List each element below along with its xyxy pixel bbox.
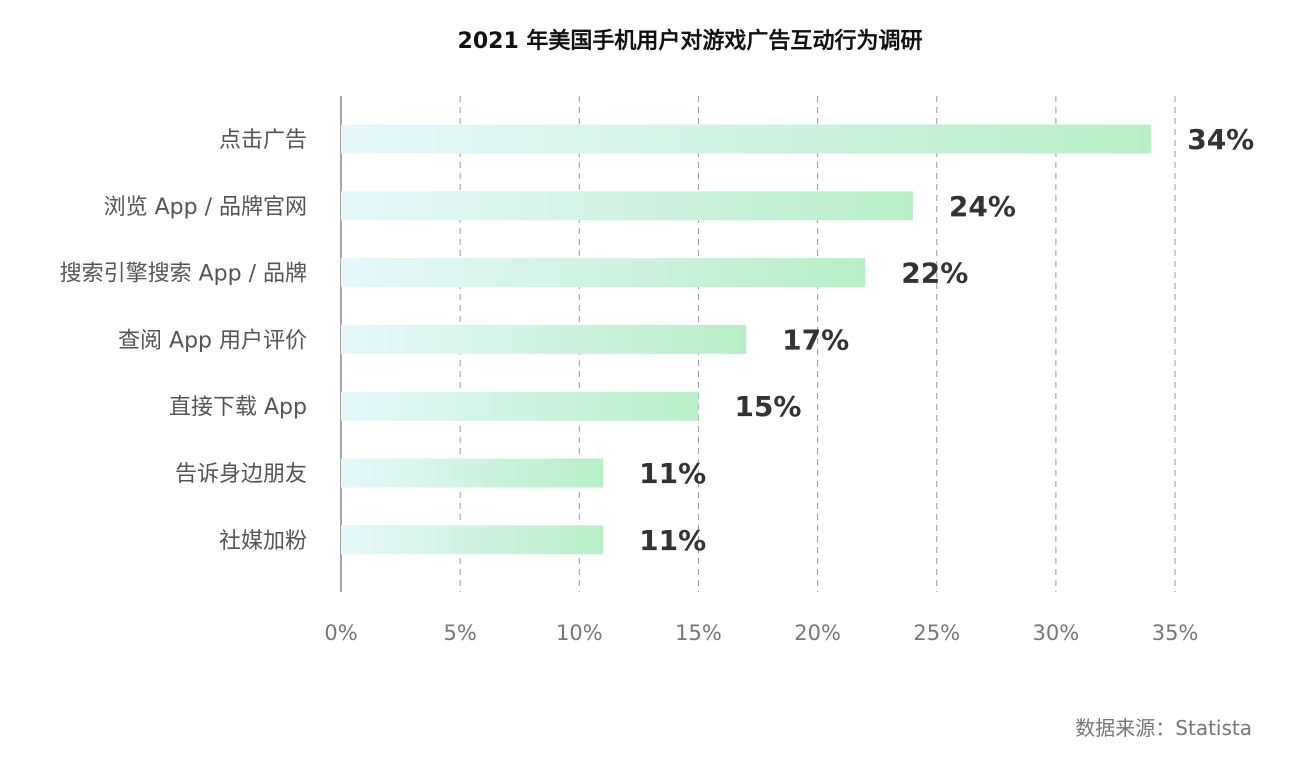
category-label: 直接下载 App [169, 395, 307, 420]
value-label: 15% [734, 390, 801, 423]
x-tick-label: 20% [794, 621, 841, 645]
category-label: 搜索引擎搜索 App / 品牌 [60, 262, 307, 287]
bar [341, 191, 913, 221]
value-label: 11% [639, 457, 706, 490]
bar [341, 525, 604, 555]
bar [341, 124, 1152, 154]
category-label: 告诉身边朋友 [175, 462, 307, 487]
bar [341, 391, 699, 421]
x-tick-label: 35% [1152, 621, 1199, 645]
x-tick-labels: 0% 5% 10% 15% 20% 25% 30% 35% [324, 621, 1198, 645]
x-tick-label: 15% [675, 621, 722, 645]
category-label: 浏览 App / 品牌官网 [104, 195, 307, 220]
bar [341, 324, 747, 354]
value-label: 24% [949, 190, 1016, 223]
x-tick-label: 0% [324, 621, 357, 645]
x-tick-label: 30% [1033, 621, 1080, 645]
value-label: 11% [639, 524, 706, 557]
category-label: 查阅 App 用户评价 [118, 328, 307, 353]
x-tick-label: 10% [556, 621, 603, 645]
bar [341, 258, 866, 288]
chart-title: 2021 年美国手机用户对游戏广告互动行为调研 [458, 28, 923, 54]
value-labels: 34% 24% 22% 17% 15% 11% 11% [639, 123, 1254, 557]
x-tick-label: 25% [913, 621, 960, 645]
value-label: 22% [901, 257, 968, 290]
category-label: 社媒加粉 [219, 529, 307, 554]
bars [341, 124, 1152, 555]
category-label: 点击广告 [219, 128, 307, 153]
bar [341, 458, 604, 488]
value-label: 34% [1187, 123, 1254, 156]
value-label: 17% [782, 323, 849, 356]
x-tick-label: 5% [443, 621, 476, 645]
source-note: 数据来源：Statista [1075, 716, 1252, 740]
